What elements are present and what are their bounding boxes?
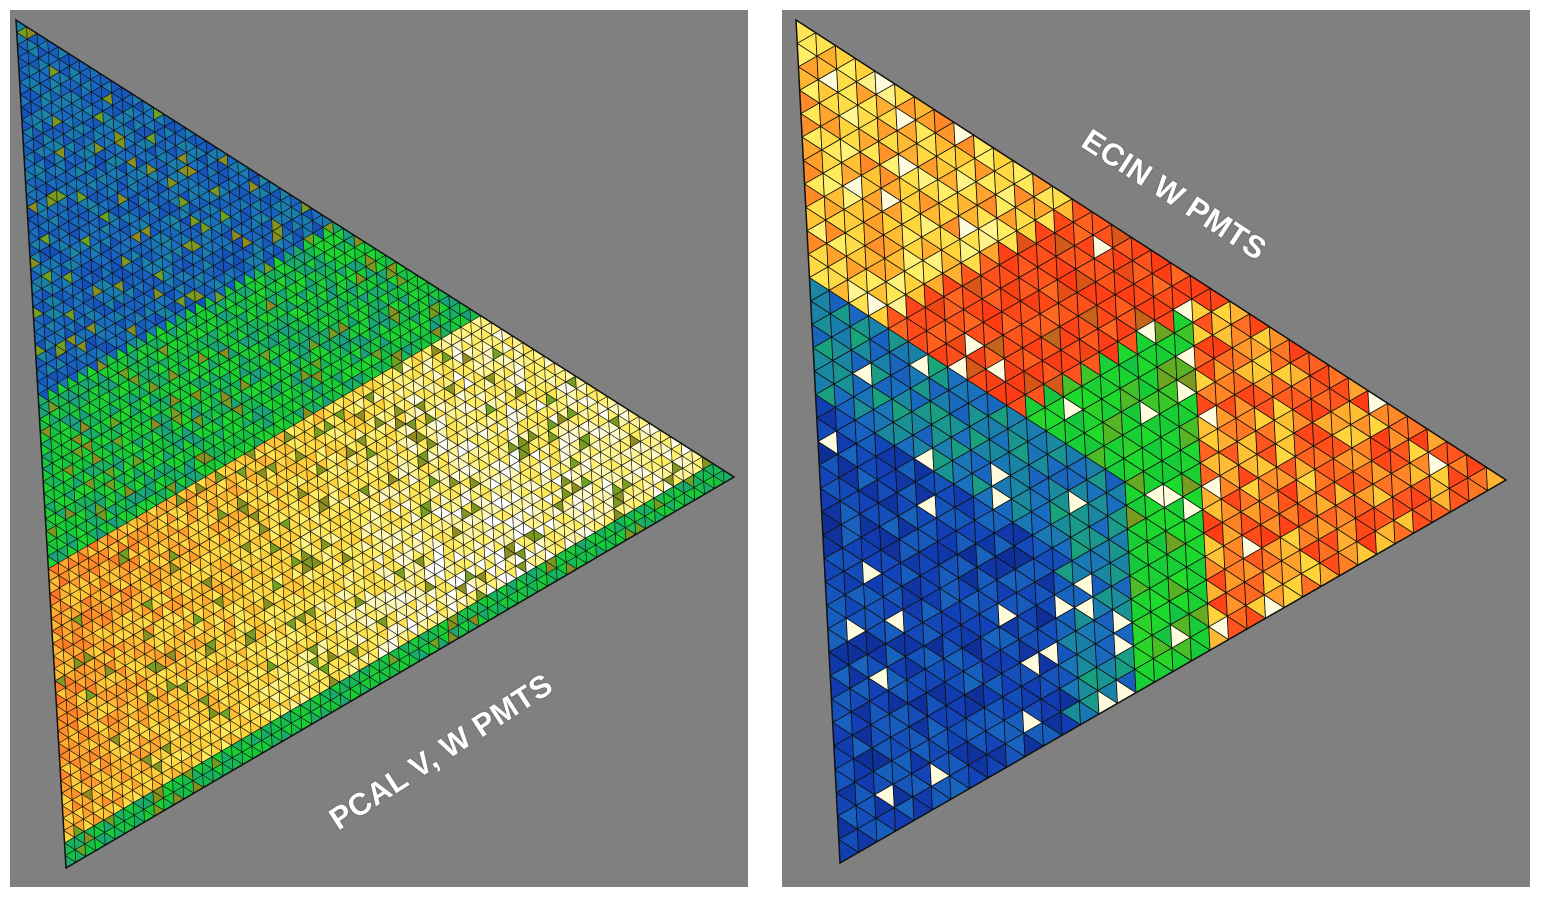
ecin-cells bbox=[795, 19, 1507, 864]
ecin-triangle-heatmap bbox=[795, 18, 1508, 865]
pcal-triangle-heatmap bbox=[15, 18, 736, 870]
ecin-panel: ECIN W PMTS bbox=[782, 10, 1530, 887]
pcal-panel: PCAL V, W PMTS bbox=[10, 10, 748, 887]
pcal-cells bbox=[15, 19, 735, 869]
